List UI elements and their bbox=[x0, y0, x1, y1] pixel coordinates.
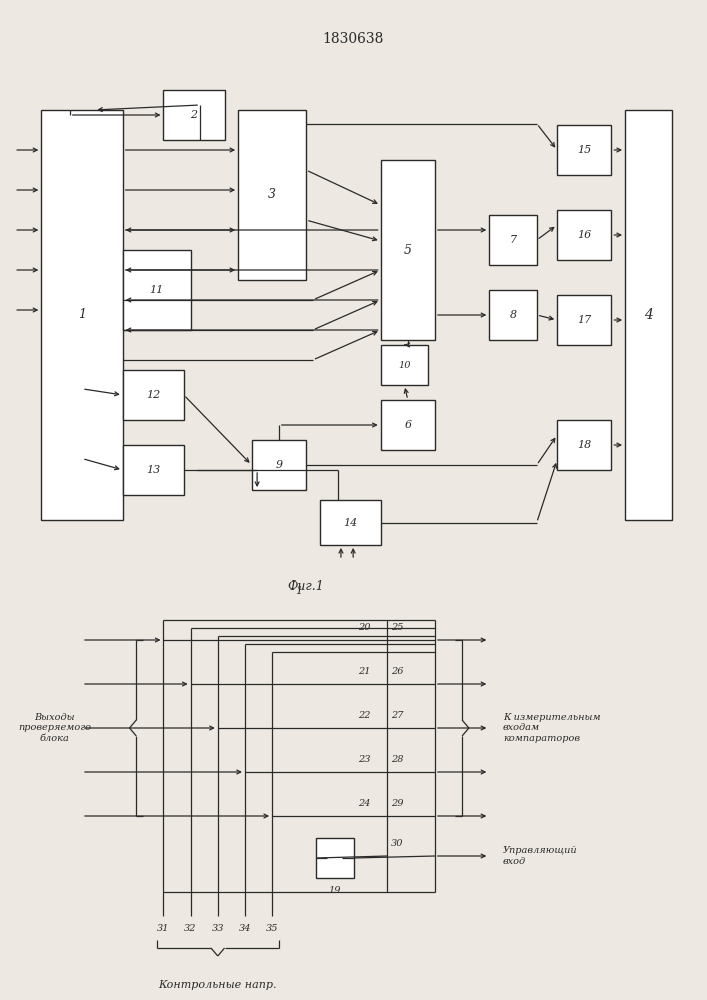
Text: Контрольные напр.: Контрольные напр. bbox=[158, 980, 277, 990]
Bar bbox=[625, 110, 672, 520]
Text: 33: 33 bbox=[211, 924, 224, 933]
Text: 9: 9 bbox=[275, 460, 282, 470]
Text: 20: 20 bbox=[358, 623, 370, 632]
Text: 25: 25 bbox=[391, 623, 403, 632]
Bar bbox=[557, 210, 612, 260]
Text: 12: 12 bbox=[146, 390, 160, 400]
Text: 31: 31 bbox=[157, 924, 170, 933]
Text: 27: 27 bbox=[391, 711, 403, 720]
Text: 3: 3 bbox=[268, 188, 276, 202]
Text: 5: 5 bbox=[404, 243, 411, 256]
Text: 13: 13 bbox=[146, 465, 160, 475]
Text: 21: 21 bbox=[358, 667, 370, 676]
Bar bbox=[123, 370, 184, 420]
Text: 29: 29 bbox=[391, 799, 403, 808]
Text: 1: 1 bbox=[296, 586, 303, 596]
Text: 1830638: 1830638 bbox=[323, 32, 384, 46]
Text: Фиг.1: Фиг.1 bbox=[288, 580, 325, 593]
Text: 4: 4 bbox=[644, 308, 653, 322]
Text: 7: 7 bbox=[510, 235, 517, 245]
Bar bbox=[557, 420, 612, 470]
Text: 16: 16 bbox=[577, 230, 591, 240]
Text: 34: 34 bbox=[239, 924, 251, 933]
Text: Выходы
проверяемого
блока: Выходы проверяемого блока bbox=[18, 713, 91, 743]
Text: 18: 18 bbox=[577, 440, 591, 450]
Text: 6: 6 bbox=[404, 420, 411, 430]
Bar bbox=[320, 500, 380, 545]
Bar bbox=[123, 250, 191, 330]
Bar bbox=[238, 110, 306, 280]
Bar bbox=[380, 345, 428, 385]
Text: 10: 10 bbox=[398, 360, 411, 369]
Bar bbox=[489, 215, 537, 265]
Text: 1: 1 bbox=[78, 308, 86, 322]
Bar bbox=[163, 90, 225, 140]
Text: 15: 15 bbox=[577, 145, 591, 155]
Text: 26: 26 bbox=[391, 667, 403, 676]
Text: 11: 11 bbox=[150, 285, 164, 295]
Text: 23: 23 bbox=[358, 755, 370, 764]
Text: 19: 19 bbox=[329, 886, 341, 895]
Bar bbox=[316, 838, 354, 878]
Bar bbox=[489, 290, 537, 340]
Text: 14: 14 bbox=[343, 518, 357, 528]
Bar bbox=[123, 445, 184, 495]
Text: 8: 8 bbox=[510, 310, 517, 320]
Bar bbox=[557, 125, 612, 175]
Bar bbox=[557, 295, 612, 345]
Bar bbox=[380, 400, 435, 450]
Text: Управляющий
вход: Управляющий вход bbox=[503, 846, 578, 866]
Text: К измерительным
входам
компараторов: К измерительным входам компараторов bbox=[503, 713, 600, 743]
Text: 17: 17 bbox=[577, 315, 591, 325]
Text: 28: 28 bbox=[391, 755, 403, 764]
Bar bbox=[252, 440, 306, 490]
Text: 35: 35 bbox=[266, 924, 279, 933]
Text: 30: 30 bbox=[391, 839, 403, 848]
Bar bbox=[41, 110, 123, 520]
Text: 2: 2 bbox=[190, 110, 197, 120]
Text: 22: 22 bbox=[358, 711, 370, 720]
Text: 24: 24 bbox=[358, 799, 370, 808]
Text: 32: 32 bbox=[185, 924, 197, 933]
Bar bbox=[380, 160, 435, 340]
